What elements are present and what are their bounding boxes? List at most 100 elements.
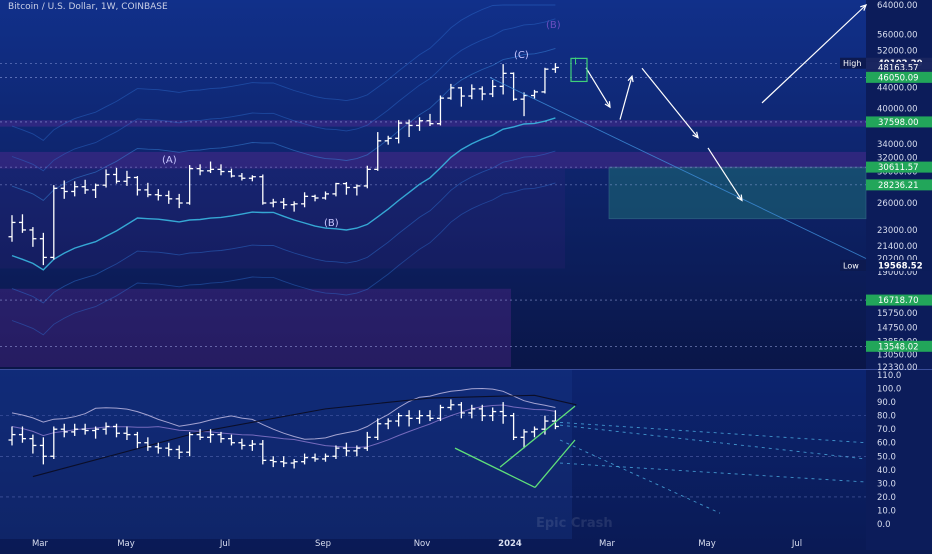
indicator-candle: [29, 434, 37, 454]
indicator-candle: [301, 453, 309, 465]
price-tick-label: 32000.00: [877, 153, 918, 163]
price-candle: [165, 190, 173, 204]
price-candle: [374, 132, 382, 171]
indicator-candle: [133, 431, 141, 449]
indicator-candle: [175, 445, 183, 459]
indicator-candle: [342, 442, 350, 457]
price-candle: [227, 168, 235, 178]
price-tag-label: High: [843, 59, 861, 68]
price-candle: [531, 89, 538, 99]
price-candle: [478, 86, 486, 101]
price-tick-label: 56000.00: [877, 30, 918, 40]
price-tag-value: 46050.09: [878, 73, 919, 83]
time-tick-label: Jul: [791, 539, 802, 549]
indicator-candle: [489, 407, 497, 422]
price-tick-label: 44000.00: [877, 83, 918, 93]
price-candle: [269, 198, 277, 208]
projection-arrow: [641, 67, 699, 139]
time-tick-label: Sep: [315, 539, 331, 549]
price-candle: [39, 232, 47, 266]
wave-label: I: [574, 57, 577, 68]
indicator-candle: [311, 453, 319, 462]
price-tick-label: 21400.00: [877, 242, 918, 252]
indicator-tick-label: 20.0: [877, 493, 896, 503]
indicator-candle: [457, 402, 465, 419]
price-tick-label: 64000.00: [877, 1, 918, 11]
indicator-tick-label: 30.0: [877, 479, 896, 489]
indicator-candle: [405, 410, 413, 427]
indicator-tick-label: 40.0: [877, 466, 896, 476]
indicator-candle: [426, 410, 434, 422]
indicator-candle: [436, 404, 444, 422]
price-candle: [416, 117, 424, 131]
indicator-projection-line: [559, 439, 721, 514]
price-tick-label: 52000.00: [877, 47, 918, 57]
indicator-candle: [353, 445, 361, 457]
price-candle: [186, 165, 194, 205]
price-candle: [510, 72, 518, 101]
ma-band-line: [11, 182, 556, 336]
indicator-candle: [478, 404, 486, 422]
price-candle: [468, 84, 476, 100]
price-candle: [290, 201, 298, 212]
indicator-projection-line: [559, 424, 867, 460]
price-tick-label: 23000.00: [877, 226, 918, 236]
price-tag-value: 28236.21: [878, 181, 919, 191]
indicator-candle: [499, 402, 507, 424]
ma-band-line: [11, 18, 556, 172]
indicator-candle: [154, 442, 162, 454]
time-tick-label: Mar: [599, 539, 616, 549]
price-tag-value: 19568.52: [878, 261, 923, 271]
indicator-candle: [186, 431, 194, 457]
price-pane-bg: [0, 0, 866, 369]
indicator-candle: [18, 426, 26, 443]
divergence-line: [454, 447, 536, 489]
price-tag-bg: [866, 116, 932, 128]
wave-label: (C): [514, 50, 529, 61]
price-tag-bg: [866, 294, 932, 306]
price-candle: [384, 135, 392, 145]
time-tick-label: Jul: [219, 539, 230, 549]
indicator-candle: [81, 423, 89, 435]
indicator-candle: [92, 426, 100, 439]
price-candle: [332, 182, 340, 197]
indicator-candle: [447, 399, 455, 411]
price-candle: [280, 197, 288, 210]
indicator-candle: [39, 437, 47, 465]
ma-band-line: [11, 47, 556, 201]
indicator-candle: [50, 426, 58, 459]
indicator-candle: [416, 410, 424, 424]
watermark-text: Epic Crash: [536, 516, 613, 531]
symbol-title: Bitcoin / U.S. Dollar, 1W, COINBASE: [8, 2, 168, 12]
price-candle: [363, 165, 371, 189]
indicator-candle: [248, 440, 256, 451]
indicator-candle: [102, 422, 110, 435]
price-candle: [92, 183, 100, 198]
wave-label: (B): [324, 218, 339, 229]
price-candle: [395, 120, 403, 144]
indicator-pane-bg: [0, 370, 866, 550]
oscillator-signal-line: [11, 404, 556, 448]
indicator-candle: [395, 412, 403, 427]
resistance-zone-mid: [0, 151, 866, 169]
price-candle: [196, 164, 204, 176]
price-tick-label: 13050.00: [877, 351, 918, 361]
ma-band-line: [11, 150, 556, 304]
price-candle: [71, 181, 79, 197]
indicator-tick-label: 110.0: [877, 371, 901, 381]
oscillator-line: [11, 387, 556, 440]
projected-trendline: [489, 77, 867, 259]
lower-demand-zone: [0, 288, 511, 367]
price-candle: [50, 185, 58, 260]
price-tick-label: 40000.00: [877, 104, 918, 114]
indicator-candle: [8, 426, 16, 446]
indicator-candle: [71, 423, 79, 436]
price-candle: [499, 64, 507, 95]
indicator-candle: [468, 404, 476, 419]
ma-band-line: [11, 117, 556, 271]
price-candle: [29, 227, 37, 247]
price-tag-bg: [866, 259, 932, 271]
indicator-candle: [227, 434, 235, 446]
